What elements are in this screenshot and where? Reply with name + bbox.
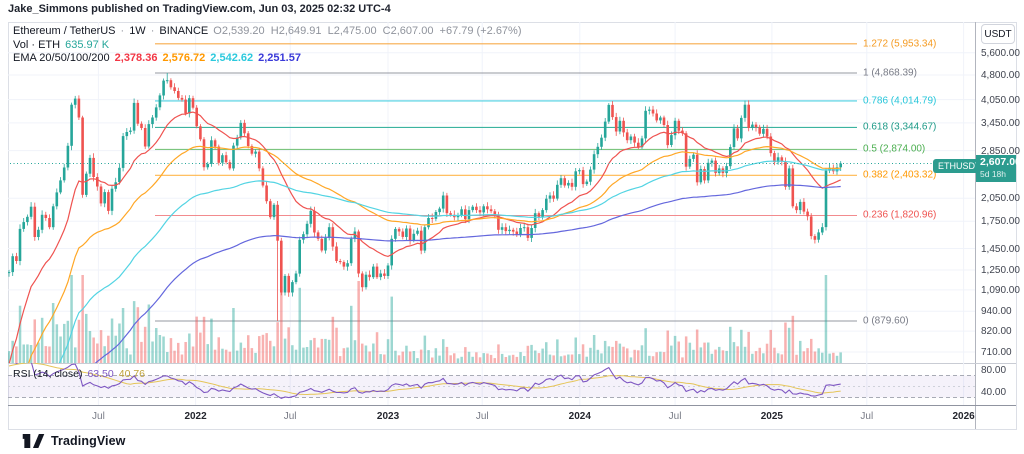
fib-label-0.236[interactable]: 0.236 (1,820.96) (863, 209, 937, 221)
price-tick-label[interactable]: 1,090.00 (981, 284, 1020, 296)
price-axis-line (975, 22, 976, 429)
time-tick-label[interactable]: Jul (283, 411, 297, 422)
last-price-value: 2,607.00 (980, 156, 1021, 168)
price-tick-label[interactable]: 710.00 (981, 346, 1012, 358)
separator-dot: · (120, 25, 125, 37)
time-tick-label[interactable]: Jul (668, 411, 682, 422)
last-price-axis-badge: 2,607.00 5d 18h (976, 155, 1021, 182)
frame-right (1016, 22, 1017, 429)
tradingview-logo[interactable]: TradingView (22, 434, 126, 448)
ema200-value: 2,251.57 (258, 51, 301, 64)
rsi-pane (8, 363, 975, 400)
time-tick-label[interactable]: 2023 (376, 411, 400, 422)
interval-label[interactable]: 1W (129, 25, 146, 37)
ema100-line (58, 160, 841, 363)
price-tick-label[interactable]: 1,250.00 (981, 265, 1020, 277)
volume-value: 635.97 K (65, 38, 110, 51)
ema50-value: 2,576.72 (162, 51, 206, 64)
ema20-line (8, 111, 841, 363)
fib-label-1[interactable]: 1 (4,868.39) (863, 67, 917, 79)
volume-label[interactable]: Vol · ETH (13, 38, 61, 51)
fib-label-0[interactable]: 0 (879.60) (863, 315, 909, 327)
time-tick-label[interactable]: Jul (92, 411, 105, 422)
bar-countdown: 5d 18h (980, 169, 1006, 179)
ema100-value: 2,542.62 (210, 51, 254, 64)
tradingview-logo-text: TradingView (51, 434, 126, 448)
price-tick-label[interactable]: 940.00 (981, 306, 1012, 318)
price-pane (8, 43, 975, 363)
ema-legend-row[interactable]: EMA 20/50/100/200 2,378.36 2,576.72 2,542.6… (13, 52, 306, 64)
time-tick-label[interactable]: Jul (475, 411, 489, 422)
frame-top (8, 22, 1016, 23)
time-tick-label[interactable]: 2024 (568, 411, 591, 422)
ema20-value: 2,378.36 (114, 51, 158, 64)
price-tick-label[interactable]: 2,850.00 (981, 145, 1020, 157)
tradingview-logo-icon (22, 434, 45, 448)
fib-label-1.272[interactable]: 1.272 (5,953.34) (863, 38, 937, 50)
volume-legend-row[interactable]: Vol · ETH 635.97 K (13, 39, 114, 51)
price-tick-label[interactable]: 4,050.00 (981, 94, 1020, 106)
price-tick-label[interactable]: 1,750.00 (981, 216, 1020, 228)
frame-left (8, 22, 9, 429)
exchange-label: BINANCE (159, 25, 209, 37)
rsi-legend-row[interactable]: RSI (14, close) 63.50 40.76 (13, 368, 150, 380)
fib-label-0.618[interactable]: 0.618 (3,344.67) (863, 121, 937, 133)
price-tick-label[interactable]: 5,600.00 (981, 47, 1020, 59)
published-line: Jake_Simmons published on TradingView.co… (8, 3, 391, 15)
symbol-title[interactable]: Ethereum / TetherUS (13, 25, 116, 37)
fib-label-0.786[interactable]: 0.786 (4,014.79) (863, 95, 937, 107)
rsi-line (15, 363, 841, 400)
rsi-tick-label[interactable]: 40.00 (981, 387, 1007, 398)
ema-label[interactable]: EMA 20/50/100/200 (13, 51, 110, 64)
chart-canvas[interactable] (8, 22, 1016, 429)
rsi-tick-label[interactable]: 80.00 (981, 365, 1007, 376)
time-tick-label[interactable]: 2025 (760, 411, 783, 422)
rsi-value: 63.50 (87, 368, 114, 380)
pane-separator[interactable] (8, 363, 1016, 364)
price-tick-label[interactable]: 2,050.00 (981, 193, 1020, 205)
ema200-line (94, 184, 841, 363)
currency-unit-button[interactable]: USDT (981, 24, 1015, 44)
price-tick-label[interactable]: 4,800.00 (981, 70, 1020, 82)
price-tick-label[interactable]: 1,450.00 (981, 243, 1020, 255)
time-axis-separator (8, 405, 1016, 406)
ohlc-values: O2,539.20 H2,649.91 L2,475.00 C2,607.00 … (213, 25, 522, 37)
fib-label-0.382[interactable]: 0.382 (2,403.32) (863, 169, 937, 181)
symbol-legend-row[interactable]: Ethereum / TetherUS · 1W · BINANCE O2,539.20 … (13, 25, 527, 37)
time-tick-label[interactable]: 2026 (952, 411, 975, 422)
ema50-line (28, 145, 841, 363)
fib-label-0.5[interactable]: 0.5 (2,874.00) (863, 143, 926, 155)
last-price-symbol-badge: ETHUSDT (933, 159, 986, 173)
time-tick-label[interactable]: 2022 (184, 411, 207, 422)
rsi-ma-value: 40.76 (118, 368, 146, 380)
price-tick-label[interactable]: 820.00 (981, 326, 1012, 338)
price-tick-label[interactable]: 3,450.00 (981, 117, 1020, 129)
frame-bottom (8, 429, 1017, 430)
time-tick-label[interactable]: Jul (860, 411, 874, 422)
separator-dot: · (150, 25, 155, 37)
rsi-label[interactable]: RSI (14, close) (13, 368, 83, 380)
